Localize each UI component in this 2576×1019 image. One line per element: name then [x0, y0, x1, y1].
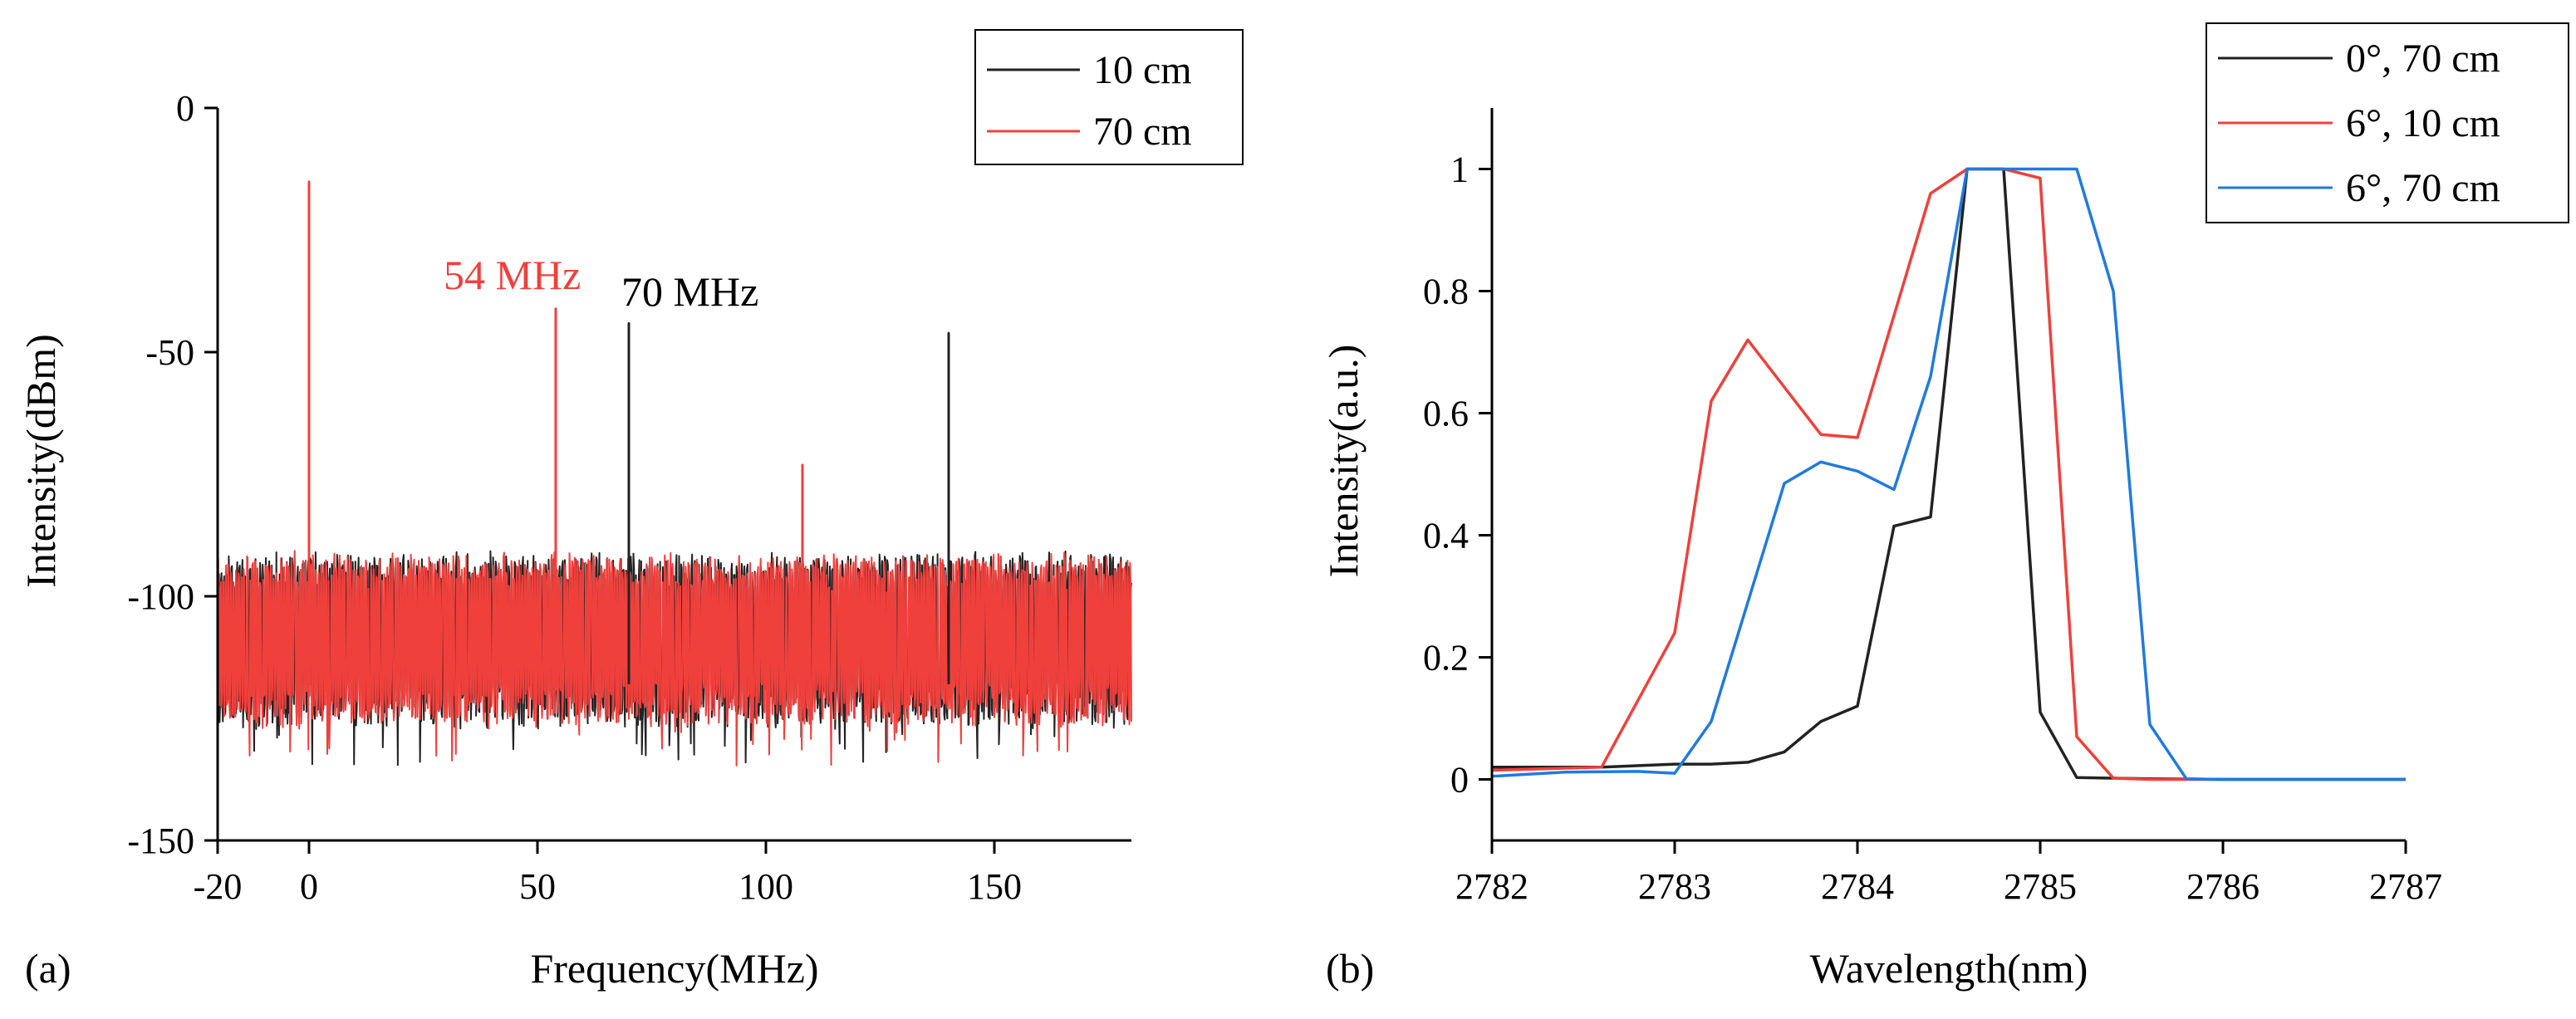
panel-b-x-tick-label: 2785	[2004, 866, 2077, 907]
panel-b-plot-area	[1491, 167, 2406, 781]
series-6deg-10cm-line	[1491, 167, 2406, 781]
panel-a-y-tick-label: -100	[127, 576, 194, 617]
legend-label-6deg-70cm: 6°, 70 cm	[2346, 166, 2500, 210]
panel-a-x-tick-label: 50	[519, 866, 556, 907]
panel-a-ticks: -20 0 50 100 150 0 -50 -100 -150	[127, 88, 1022, 907]
panel-b-x-tick-label: 2784	[1821, 866, 1894, 907]
panel-b-x-axis-title: Wavelength(nm)	[1810, 945, 2088, 992]
panel-a-y-tick-label: -50	[145, 332, 194, 373]
panel-a-x-tick-label: 0	[300, 866, 318, 907]
panel-b-y-tick-label: 0.8	[1423, 272, 1469, 312]
panel-a-legend: 10 cm 70 cm	[974, 29, 1244, 165]
panel-b-y-tick-label: 1	[1450, 149, 1469, 190]
panel-b-x-tick-label: 2787	[2369, 866, 2442, 907]
panel-a-plot-area	[217, 180, 1132, 767]
legend-label-6deg-10cm: 6°, 10 cm	[2346, 101, 2500, 145]
legend-label-10cm: 10 cm	[1093, 48, 1192, 92]
panel-a-y-axis-title: Intensity(dBm)	[17, 334, 64, 588]
panel-b-y-tick-label: 0.6	[1423, 394, 1469, 434]
panel-a-label: (a)	[25, 945, 71, 992]
series-6deg-70cm-line	[1491, 167, 2406, 781]
panel-a-y-tick-label: -150	[127, 821, 194, 861]
panel-a-legend-box	[974, 29, 1244, 165]
legend-label-70cm: 70 cm	[1093, 110, 1192, 154]
panel-a-y-tick-label: 0	[176, 88, 194, 129]
panel-b-y-tick-label: 0.2	[1423, 638, 1469, 679]
panel-b-x-tick-label: 2783	[1638, 866, 1711, 907]
panel-b-x-tick-label: 2786	[2186, 866, 2260, 907]
panel-b-ticks: 2782 2783 2784 2785 2786 2787 0 0.2 0.4 0.6 0.8 1	[1423, 149, 2442, 908]
panel-b-y-tick-label: 0.4	[1423, 516, 1469, 556]
panel-a-spectrum: -20 0 50 100 150 0 -50 -100 -150 54 MHz 70 MHz F…	[17, 29, 1244, 992]
series-70cm-line	[217, 180, 1132, 767]
annotation-70mhz: 70 MHz	[621, 268, 758, 315]
panel-a-x-axis-title: Frequency(MHz)	[530, 945, 818, 992]
panel-b-x-tick-label: 2782	[1455, 866, 1528, 907]
panel-b-y-tick-label: 0	[1450, 760, 1469, 801]
panel-b-label: (b)	[1326, 945, 1374, 992]
panel-a-x-tick-label: -20	[194, 866, 243, 907]
annotation-54mhz: 54 MHz	[444, 252, 581, 298]
panel-b-legend: 0°, 70 cm 6°, 10 cm 6°, 70 cm	[2206, 22, 2569, 223]
legend-label-0deg-70cm: 0°, 70 cm	[2346, 37, 2500, 81]
panel-b-wavelength: 2782 2783 2784 2785 2786 2787 0 0.2 0.4 0.6 0.8 1 W…	[1320, 22, 2569, 992]
panel-a-x-tick-label: 150	[967, 866, 1022, 907]
panel-a-x-tick-label: 100	[738, 866, 793, 907]
panel-b-y-axis-title: Intensity(a.u.)	[1320, 345, 1367, 577]
